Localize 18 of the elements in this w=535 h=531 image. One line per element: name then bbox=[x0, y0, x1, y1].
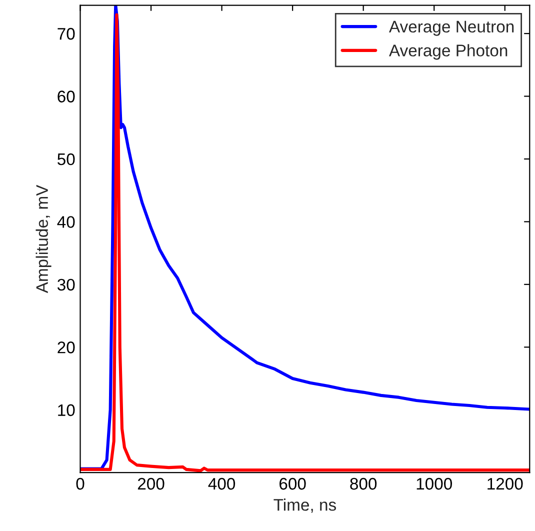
x-tick-label: 1000 bbox=[416, 478, 452, 490]
legend-label: Average Neutron bbox=[388, 20, 514, 36]
y-tick-label: 20 bbox=[58, 342, 75, 354]
y-axis-title: Amplitude, mV bbox=[36, 184, 52, 294]
y-tick-label: 60 bbox=[58, 90, 75, 102]
x-tick-label: 1200 bbox=[488, 478, 523, 490]
y-tick-label: 30 bbox=[57, 278, 75, 291]
y-tick-label: 40 bbox=[57, 216, 75, 228]
x-tick-label: 600 bbox=[280, 478, 306, 490]
y-tick-label: 10 bbox=[58, 404, 75, 416]
x-tick-label: 400 bbox=[208, 478, 236, 490]
y-tick-label: 70 bbox=[58, 28, 75, 40]
legend-label: Average Photon bbox=[388, 44, 508, 60]
x-tick-label: 800 bbox=[350, 478, 377, 490]
y-tick-label: 50 bbox=[58, 153, 75, 166]
x-axis-title: Time, ns bbox=[274, 498, 336, 513]
x-tick-label: 200 bbox=[138, 478, 164, 490]
x-tick-label: 0 bbox=[76, 478, 84, 490]
